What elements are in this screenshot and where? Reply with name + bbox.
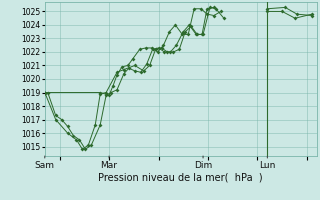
Text: Mar: Mar: [100, 161, 117, 170]
Text: Pression niveau de la mer(  hPa  ): Pression niveau de la mer( hPa ): [99, 172, 263, 182]
Text: Lun: Lun: [259, 161, 276, 170]
Text: Sam: Sam: [35, 161, 55, 170]
Text: Dim: Dim: [194, 161, 212, 170]
